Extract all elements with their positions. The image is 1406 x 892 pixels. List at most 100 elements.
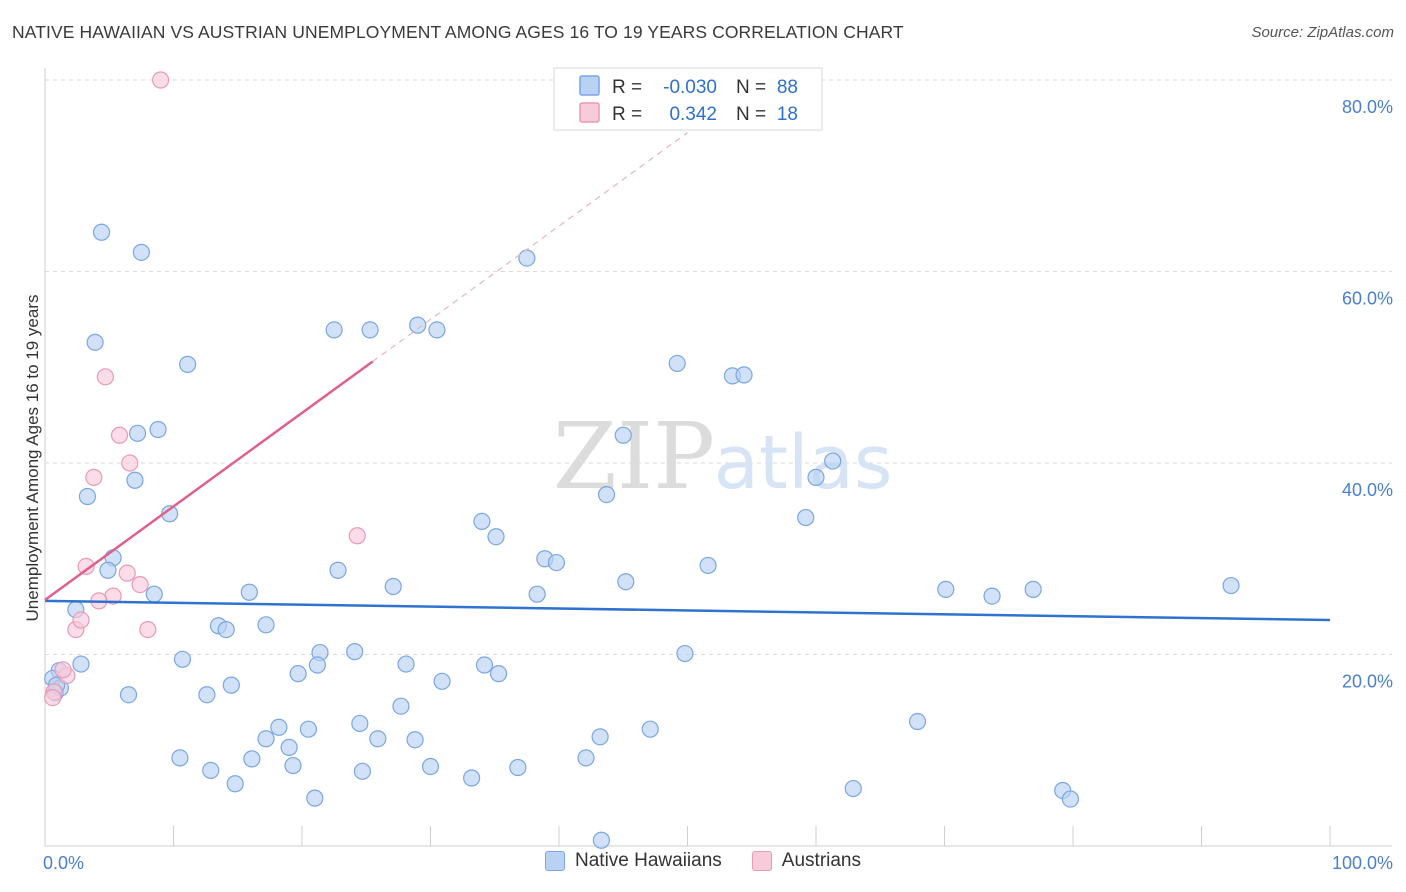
native-hawaiians-point-6 [409, 316, 427, 334]
stats-r-label-1: R = [612, 77, 642, 98]
y-tick-label-20: 20.0% [1342, 672, 1393, 692]
native-hawaiians-point-50 [490, 665, 508, 683]
legend-item-austrians[interactable]: Austrians [751, 850, 861, 872]
native-hawaiians-point-79 [226, 775, 244, 793]
native-hawaiians-point-60 [392, 697, 410, 715]
legend-item-native-hawaiians[interactable]: Native Hawaiians [545, 850, 722, 872]
stats-r-label-2: R = [612, 104, 642, 125]
native-hawaiians-point-73 [284, 756, 302, 775]
native-hawaiians-point-35 [937, 580, 955, 598]
native-hawaiians-point-23 [797, 508, 815, 527]
legend-swatch-pink [751, 851, 772, 871]
stats-n-value-1: 88 [777, 77, 798, 98]
x-tick-labels: 0.0% 100.0% [43, 853, 1393, 873]
native-hawaiians-point-5 [361, 321, 379, 339]
native-hawaiians-point-4 [325, 321, 343, 339]
native-hawaiians-point-55 [119, 686, 138, 704]
stats-swatch-pink [579, 102, 600, 123]
y-tick-label-40: 40.0% [1342, 480, 1393, 500]
native-hawaiians-point-76 [509, 758, 527, 777]
native-hawaiians-point-30 [617, 573, 635, 591]
austrians-point-8 [131, 576, 149, 594]
native-hawaiians-point-75 [421, 757, 440, 776]
native-hawaiians-point-83 [1061, 790, 1080, 808]
native-hawaiians-point-74 [353, 762, 371, 780]
series-austrians [44, 71, 366, 707]
native-hawaiians-point-81 [844, 779, 862, 798]
stats-box: R = -0.030 N = 88 R = 0.342 N = 18 [553, 67, 823, 131]
trend-line-native-hawaiians [44, 599, 1331, 622]
trend-line-austrians [44, 360, 374, 601]
native-hawaiians-point-21 [487, 528, 505, 546]
austrians-point-15 [54, 661, 72, 679]
native-hawaiians-point-8 [518, 249, 536, 267]
legend: Native Hawaiians Austrians [0, 850, 1406, 872]
native-hawaiians-point-29 [384, 577, 402, 596]
native-hawaiians-point-31 [699, 556, 717, 575]
native-hawaiians-point-77 [577, 749, 595, 767]
native-hawaiians-point-25 [99, 561, 117, 579]
native-hawaiians-point-38 [1222, 576, 1240, 595]
native-hawaiians-point-34 [528, 585, 546, 603]
austrians-point-0 [152, 71, 170, 89]
y-tick-label-80: 80.0% [1342, 97, 1393, 117]
axes [44, 68, 1392, 847]
austrians-point-13 [72, 611, 90, 629]
native-hawaiians-point-36 [983, 587, 1001, 605]
native-hawaiians-point-2 [86, 333, 104, 351]
native-hawaiians-point-78 [202, 761, 220, 779]
x-tick-label-100: 100.0% [1332, 853, 1393, 873]
native-hawaiians-point-59 [308, 656, 327, 674]
native-hawaiians-point-80 [463, 769, 481, 787]
austrians-point-1 [96, 368, 114, 386]
native-hawaiians-point-15 [126, 471, 144, 489]
native-hawaiians-point-44 [72, 655, 90, 673]
native-hawaiians-point-9 [668, 354, 686, 373]
native-hawaiians-point-64 [257, 730, 275, 748]
legend-swatch-blue [545, 851, 565, 871]
native-hawaiians-point-18 [824, 452, 842, 470]
native-hawaiians-point-7 [428, 321, 446, 339]
grid-lines [45, 79, 1392, 655]
native-hawaiians-point-41 [217, 621, 235, 639]
native-hawaiians-point-56 [198, 686, 216, 704]
native-hawaiians-point-32 [145, 585, 163, 603]
native-hawaiians-point-49 [475, 656, 494, 674]
native-hawaiians-point-3 [179, 355, 197, 373]
austrians-point-3 [121, 454, 139, 472]
stats-r-value-1: -0.030 [663, 77, 717, 98]
austrians-point-2 [110, 426, 129, 444]
native-hawaiians-point-12 [149, 420, 167, 439]
trend-lines [44, 132, 1331, 622]
native-hawaiians-point-11 [735, 366, 753, 384]
native-hawaiians-point-70 [908, 712, 927, 731]
series-native-hawaiians [44, 223, 1240, 849]
native-hawaiians-point-65 [280, 738, 298, 756]
native-hawaiians-point-62 [299, 720, 318, 738]
stats-swatch-blue [579, 75, 600, 96]
x-tick-label-0: 0.0% [43, 853, 84, 873]
watermark-zip: ZIP [553, 403, 715, 510]
native-hawaiians-point-33 [240, 583, 258, 601]
trend-extension-austrians [372, 132, 688, 362]
native-hawaiians-point-66 [369, 730, 387, 748]
austrians-point-7 [118, 564, 136, 582]
austrians-point-4 [85, 468, 103, 486]
legend-label-austrians: Austrians [781, 850, 861, 871]
native-hawaiians-point-61 [270, 718, 288, 736]
native-hawaiians-point-63 [351, 714, 369, 733]
native-hawaiians-point-37 [1024, 580, 1042, 598]
y-axis-label: Unemployment Among Ages 16 to 19 years [23, 295, 42, 622]
watermark-atlas: atlas [714, 420, 893, 506]
native-hawaiians-point-67 [406, 731, 424, 749]
chart-title: NATIVE HAWAIIAN VS AUSTRIAN UNEMPLOYMENT… [12, 22, 904, 42]
legend-label-native-hawaiians: Native Hawaiians [575, 850, 722, 871]
native-hawaiians-point-28 [329, 561, 347, 579]
stats-n-value-2: 18 [777, 104, 798, 125]
native-hawaiians-point-69 [641, 720, 659, 738]
native-hawaiians-point-71 [171, 749, 189, 767]
native-hawaiians-point-84 [306, 789, 324, 807]
native-hawaiians-point-72 [243, 750, 261, 768]
native-hawaiians-point-68 [591, 728, 609, 746]
